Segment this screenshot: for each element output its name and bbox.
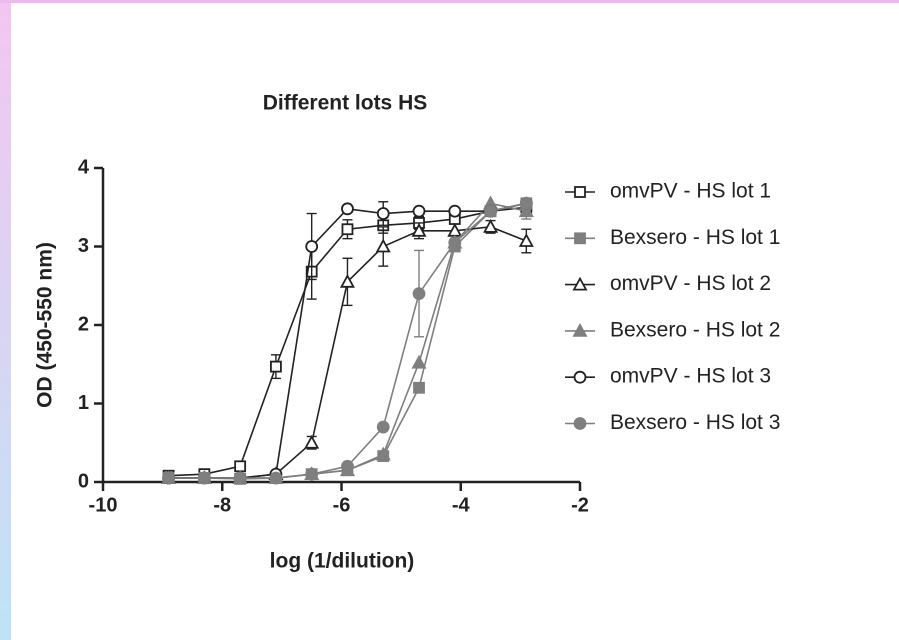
frame — [0, 0, 899, 3]
legend-label: Bexsero - HS lot 1 — [610, 226, 780, 249]
marker — [375, 446, 391, 461]
marker — [341, 202, 354, 216]
x-tick-label: -4 — [452, 494, 471, 516]
marker — [375, 238, 391, 253]
marker — [339, 273, 355, 288]
marker — [574, 186, 586, 198]
marker — [519, 196, 533, 210]
marker — [572, 323, 588, 337]
marker — [448, 236, 462, 249]
marker — [573, 370, 587, 384]
marker — [483, 218, 499, 233]
legend-label: omvPV - HS lot 1 — [610, 180, 771, 203]
legend-label: Bexsero - HS lot 3 — [610, 411, 780, 434]
legend-label: omvPV - HS lot 3 — [610, 365, 771, 388]
y-tick-label: 0 — [78, 470, 89, 492]
legend-label: Bexsero - HS lot 2 — [610, 318, 780, 341]
marker — [162, 471, 175, 485]
marker — [411, 354, 427, 369]
marker — [412, 287, 426, 301]
marker — [269, 471, 283, 485]
series-line — [168, 202, 527, 480]
y-axis-label: OD (450-550 nm) — [34, 242, 57, 408]
marker — [341, 459, 354, 473]
marker — [376, 420, 390, 434]
marker — [412, 204, 426, 218]
marker — [376, 207, 390, 220]
marker — [484, 204, 497, 218]
x-tick-label: -8 — [213, 494, 231, 516]
marker — [574, 232, 586, 245]
series-line — [168, 202, 527, 479]
chart-title: Different lots HS — [263, 92, 428, 115]
y-tick-label: 3 — [78, 235, 89, 257]
marker — [448, 204, 462, 218]
marker — [305, 467, 319, 481]
y-tick-label: 2 — [78, 313, 89, 335]
marker — [234, 460, 247, 473]
series-line — [168, 202, 527, 479]
x-tick-label: -10 — [89, 494, 118, 516]
series-line — [168, 206, 527, 477]
marker — [413, 381, 425, 394]
x-tick-label: -6 — [333, 494, 351, 516]
x-axis-label: log (1/dilution) — [270, 550, 415, 573]
marker — [518, 203, 534, 218]
x-tick-label: -2 — [571, 494, 589, 516]
marker — [305, 240, 319, 253]
marker — [518, 233, 534, 247]
marker — [341, 223, 354, 236]
marker — [233, 471, 247, 485]
marker — [197, 471, 211, 485]
marker — [270, 360, 282, 373]
frame — [0, 0, 11, 640]
marker — [304, 434, 320, 449]
y-tick-label: 1 — [78, 392, 89, 414]
series-line — [168, 202, 527, 479]
marker — [411, 222, 427, 237]
y-tick-label: 4 — [78, 156, 90, 178]
marker — [572, 276, 588, 291]
marker — [573, 417, 587, 430]
legend-label: omvPV - HS lot 2 — [610, 272, 771, 295]
